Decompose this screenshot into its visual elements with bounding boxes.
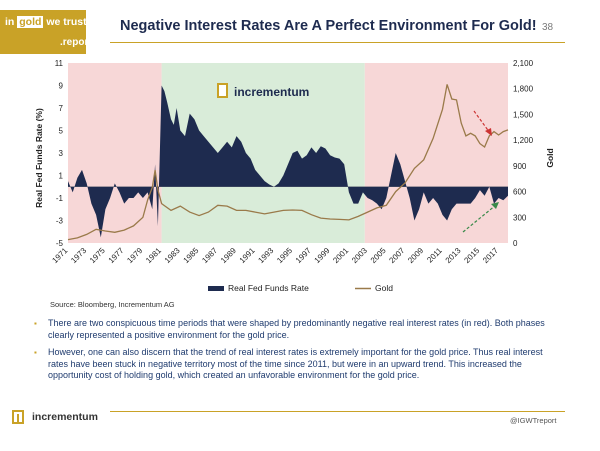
x-tick-label: 2009 (406, 246, 425, 265)
x-tick-label: 1999 (313, 246, 332, 265)
x-tick-label: 2007 (387, 246, 406, 265)
footer-logo-text: incrementum (32, 411, 98, 423)
left-tick-label: 3 (59, 149, 64, 158)
legend-swatch-fed-rate (208, 286, 224, 291)
x-tick-label: 1991 (238, 246, 257, 265)
x-tick-label: 1979 (125, 246, 144, 265)
x-axis-ticks: 1971 1973 1975 1977 1979 1981 1983 1985 1987 1989… (50, 246, 500, 265)
right-axis-ticks: 2,100 1,800 1,500 1,200 900 600 300 0 (513, 59, 534, 248)
real-fed-funds-rate-area (68, 85, 508, 238)
right-tick-label: 600 (513, 188, 527, 197)
logo-line2: .report (60, 37, 92, 48)
left-tick-label: 9 (59, 82, 64, 91)
incrementum-tree-icon (12, 410, 24, 424)
x-tick-label: 1997 (294, 246, 313, 265)
negative-rate-period (68, 63, 162, 243)
right-tick-label: 300 (513, 213, 527, 222)
negative-rate-period (364, 63, 508, 243)
bullet-item: However, one can also discern that the t… (34, 347, 564, 382)
left-axis-label: Real Fed Funds Rate (%) (34, 108, 44, 208)
x-tick-label: 1993 (256, 246, 275, 265)
watermark-text: incrementum (234, 85, 309, 99)
x-tick-label: 1983 (163, 246, 182, 265)
x-tick-label: 1981 (144, 246, 163, 265)
left-tick-label: 11 (55, 59, 64, 68)
incrementum-watermark: incrementum (217, 83, 309, 99)
x-tick-label: 1971 (50, 246, 69, 265)
footer-logo: incrementum (10, 408, 98, 426)
bullet-list: There are two conspicuous time periods t… (34, 318, 564, 388)
x-tick-label: 1995 (275, 246, 294, 265)
left-tick-label: -1 (56, 194, 64, 203)
source-note: Source: Bloomberg, Incrementum AG (50, 300, 175, 309)
x-tick-label: 1987 (200, 246, 219, 265)
right-tick-label: 1,500 (513, 110, 534, 119)
up-trend-arrow (462, 202, 499, 233)
x-tick-label: 2003 (350, 246, 369, 265)
right-tick-label: 1,800 (513, 85, 534, 94)
right-axis-label: Gold (545, 148, 555, 167)
x-tick-label: 2005 (369, 246, 388, 265)
bullet-item: There are two conspicuous time periods t… (34, 318, 564, 341)
right-tick-label: 2,100 (513, 59, 534, 68)
left-tick-label: -3 (56, 217, 64, 226)
page-number: 38 (542, 22, 554, 33)
x-tick-label: 1989 (219, 246, 238, 265)
twitter-handle: @IGWTreport (510, 416, 557, 425)
x-tick-label: 1973 (69, 246, 88, 265)
x-tick-label: 2011 (425, 246, 444, 265)
gold-price-line (67, 84, 509, 241)
left-tick-label: 5 (59, 127, 64, 136)
logo-line1: in gold we trust (5, 16, 87, 28)
page-title: Negative Interest Rates Are A Perfect En… (120, 18, 537, 34)
left-axis-ticks: 11 9 7 5 3 1 -1 -3 -5 (55, 59, 64, 248)
legend-label-gold: Gold (375, 283, 393, 293)
footer-divider (110, 411, 565, 412)
x-tick-label: 1975 (88, 246, 107, 265)
ingoldwetrust-logo: in gold we trust .report (0, 10, 92, 54)
left-tick-label: 1 (59, 172, 64, 181)
left-tick-label: -5 (56, 239, 64, 248)
legend-label-fed-rate: Real Fed Funds Rate (228, 283, 309, 293)
chart-legend: Real Fed Funds Rate Gold (208, 283, 393, 293)
period-shading (68, 63, 508, 243)
x-tick-label: 2015 (462, 246, 481, 265)
title-divider (110, 42, 565, 43)
right-tick-label: 1,200 (513, 136, 534, 145)
x-tick-label: 2001 (331, 246, 350, 265)
left-tick-label: 7 (59, 104, 64, 113)
x-tick-label: 1985 (182, 246, 201, 265)
right-tick-label: 0 (513, 239, 518, 248)
x-tick-label: 2017 (481, 246, 500, 265)
right-tick-label: 900 (513, 162, 527, 171)
down-trend-arrow (473, 110, 492, 136)
x-tick-label: 2013 (444, 246, 463, 265)
x-tick-label: 1977 (107, 246, 126, 265)
